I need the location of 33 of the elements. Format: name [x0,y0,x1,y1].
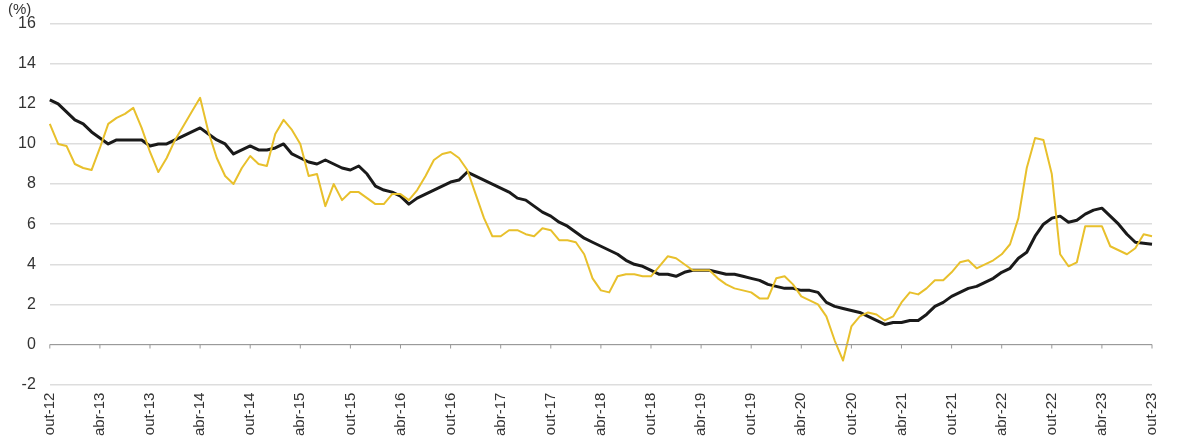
x-tick-label: abr-15 [290,392,308,436]
y-tick-label: 8 [26,174,36,192]
y-tick-label: 10 [18,134,36,152]
x-tick-label: abr-14 [190,392,208,436]
x-tick-label: out-22 [1041,392,1059,436]
x-tick-label: out-13 [140,392,158,436]
x-tick-label: out-19 [741,392,759,436]
y-axis-title: (%) [8,0,32,17]
x-tick-label: out-16 [440,392,458,436]
x-tick-label: abr-20 [791,392,809,436]
x-tick-label: abr-21 [891,392,909,436]
x-tick-label: abr-18 [591,392,609,436]
x-tick-label: abr-19 [691,392,709,436]
x-tick-label: out-20 [841,392,859,436]
x-tick-label: abr-16 [390,392,408,436]
y-tick-label: 14 [18,54,36,72]
x-tick-label: out-18 [641,392,659,436]
y-tick-label: -2 [21,375,36,393]
x-tick-label: out-15 [340,392,358,436]
y-tick-label: 12 [18,94,36,112]
x-tick-label: abr-13 [90,392,108,436]
x-tick-label: out-14 [240,392,258,436]
x-tick-label: out-23 [1142,392,1160,436]
y-tick-label: 2 [26,294,36,312]
y-tick-label: 0 [26,334,36,352]
x-tick-label: abr-22 [991,392,1009,436]
x-tick-label: abr-17 [490,392,508,436]
x-tick-label: abr-23 [1092,392,1110,436]
y-tick-label: 4 [26,254,36,272]
y-tick-label: 6 [26,214,36,232]
x-tick-label: out-12 [39,392,57,436]
x-tick-label: out-21 [941,392,959,436]
x-tick-label: out-17 [540,392,558,436]
